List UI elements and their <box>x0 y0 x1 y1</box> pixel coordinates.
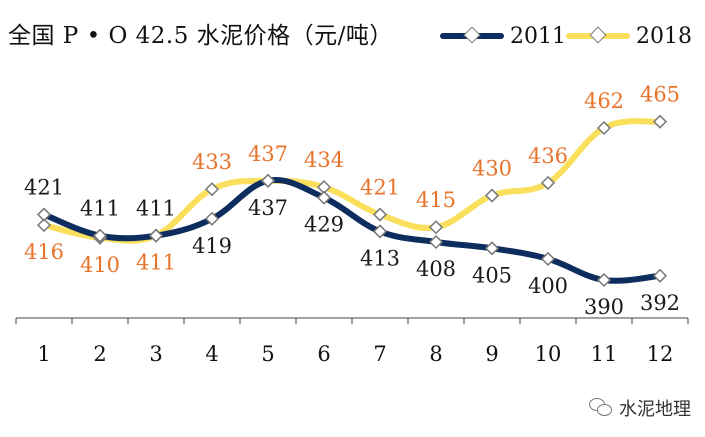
data-point-2011 <box>316 190 332 205</box>
data-point-2018 <box>540 175 556 190</box>
legend-label-2018: 2018 <box>636 23 692 49</box>
data-point-2018 <box>204 182 220 197</box>
data-point-2011 <box>540 251 556 266</box>
legend-label-2011: 2011 <box>510 23 566 49</box>
x-tick-label: 3 <box>149 342 162 366</box>
x-tick-label: 9 <box>485 342 498 366</box>
data-point-2011 <box>428 234 444 250</box>
legend-item-2018: 2018 <box>566 22 692 50</box>
data-label-2018: 434 <box>304 148 344 172</box>
data-label-2011: 411 <box>80 197 120 221</box>
wechat-icon <box>589 398 613 418</box>
x-tick-label: 6 <box>317 342 330 366</box>
data-label-2011: 419 <box>192 234 232 258</box>
x-tick-label: 10 <box>535 342 562 366</box>
data-label-2011: 408 <box>416 257 456 281</box>
data-label-2018: 436 <box>528 144 568 168</box>
data-label-2011: 400 <box>528 274 568 298</box>
watermark-text: 水泥地理 <box>619 399 691 420</box>
data-label-2018: 437 <box>248 142 288 166</box>
data-label-2011: 437 <box>248 196 288 220</box>
x-tick-label: 5 <box>261 342 274 366</box>
data-label-2018: 465 <box>640 83 680 107</box>
data-point-2011 <box>260 173 276 188</box>
data-label-2011: 392 <box>640 291 680 315</box>
series-line-2018 <box>41 118 663 244</box>
data-point-2018 <box>372 207 388 222</box>
data-point-2018 <box>652 114 668 129</box>
data-point-2018 <box>428 220 444 235</box>
x-tick-label: 7 <box>373 342 386 366</box>
data-label-2011: 405 <box>472 263 512 287</box>
data-point-2011 <box>92 228 108 243</box>
x-tick-label: 12 <box>647 342 674 366</box>
data-label-2018: 415 <box>416 188 456 212</box>
legend-item-2011: 2011 <box>440 22 566 50</box>
data-label-2018: 416 <box>24 240 64 264</box>
legend-line-2011 <box>440 26 504 44</box>
data-point-2018 <box>484 188 500 203</box>
x-tick-label: 1 <box>37 342 50 366</box>
chart-title: 全国 P • O 42.5 水泥价格（元/吨） <box>8 23 393 49</box>
data-label-2011: 429 <box>304 213 344 237</box>
data-point-2011 <box>204 211 220 226</box>
data-point-2011 <box>484 241 500 256</box>
data-label-2018: 410 <box>80 253 120 277</box>
watermark: 水泥地理 <box>589 395 691 421</box>
data-point-2011 <box>652 268 668 283</box>
data-label-2018: 430 <box>472 157 512 181</box>
data-label-2018: 411 <box>136 251 176 275</box>
x-tick-label: 11 <box>591 342 618 366</box>
data-label-2011: 413 <box>360 246 400 270</box>
data-label-2011: 411 <box>136 197 176 221</box>
x-tick-label: 8 <box>429 342 442 366</box>
data-label-2018: 433 <box>192 150 232 174</box>
data-label-2011: 390 <box>584 295 624 319</box>
data-point-2018 <box>596 120 612 136</box>
data-point-2011 <box>148 228 164 243</box>
x-tick-label: 4 <box>205 342 218 366</box>
data-point-2011 <box>36 207 52 222</box>
data-point-2011 <box>372 224 388 239</box>
data-label-2011: 421 <box>24 176 64 200</box>
x-tick-label: 2 <box>93 342 106 366</box>
data-label-2018: 462 <box>584 89 624 113</box>
legend-line-2018 <box>566 26 630 44</box>
data-point-2018 <box>36 218 52 233</box>
data-label-2018: 421 <box>360 176 400 200</box>
data-point-2011 <box>596 272 612 288</box>
